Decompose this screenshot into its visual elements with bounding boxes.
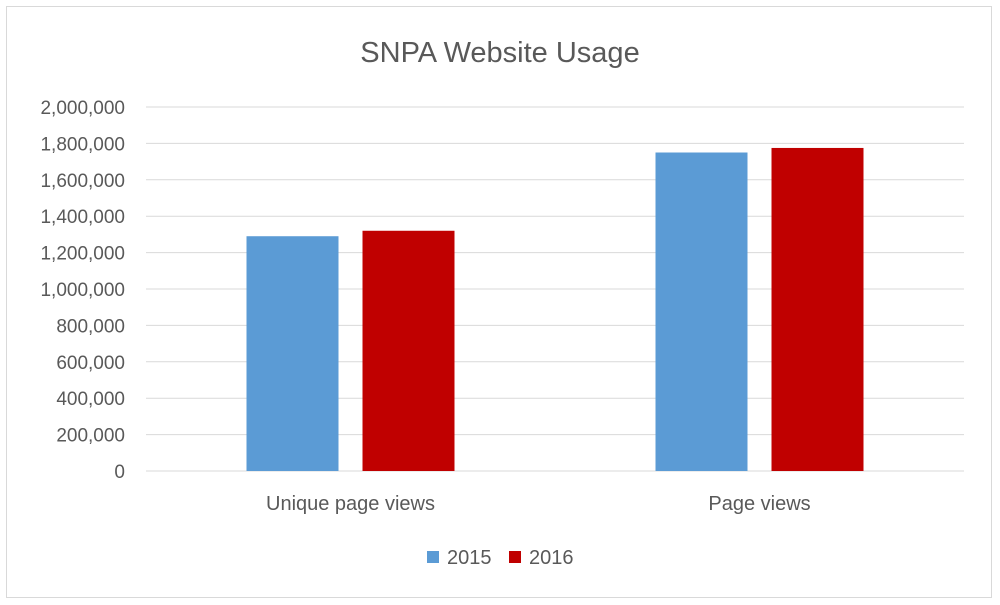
x-category-label: Unique page views xyxy=(266,493,435,515)
y-tick-label: 1,000,000 xyxy=(40,280,125,301)
y-tick-label: 1,400,000 xyxy=(40,207,125,228)
bar-2015-page-views xyxy=(655,152,748,471)
x-category-label: Page views xyxy=(708,493,810,515)
legend: 2015 2016 xyxy=(427,547,574,569)
bar-2015-unique-page-views xyxy=(246,236,339,471)
y-tick-label: 2,000,000 xyxy=(40,98,125,119)
y-tick-label: 1,200,000 xyxy=(40,244,125,265)
bar-2016-page-views xyxy=(771,147,864,471)
legend-label: 2015 xyxy=(447,547,492,569)
y-tick-label: 600,000 xyxy=(56,353,125,374)
bar-2016-unique-page-views xyxy=(362,230,455,471)
x-axis-labels: Unique page views Page views xyxy=(266,493,811,515)
y-tick-label: 800,000 xyxy=(56,316,125,337)
y-tick-label: 1,800,000 xyxy=(40,134,125,155)
y-tick-label: 200,000 xyxy=(56,426,125,447)
legend-swatch xyxy=(427,551,439,563)
y-tick-label: 400,000 xyxy=(56,389,125,410)
bars xyxy=(246,147,864,471)
y-tick-label: 0 xyxy=(114,462,125,483)
y-axis-ticks: 0 200,000 400,000 600,000 800,000 1,000,000 1,… xyxy=(40,98,125,483)
legend-label: 2016 xyxy=(529,547,574,569)
legend-swatch xyxy=(509,551,521,563)
y-tick-label: 1,600,000 xyxy=(40,171,125,192)
chart-title: SNPA Website Usage xyxy=(360,37,639,69)
